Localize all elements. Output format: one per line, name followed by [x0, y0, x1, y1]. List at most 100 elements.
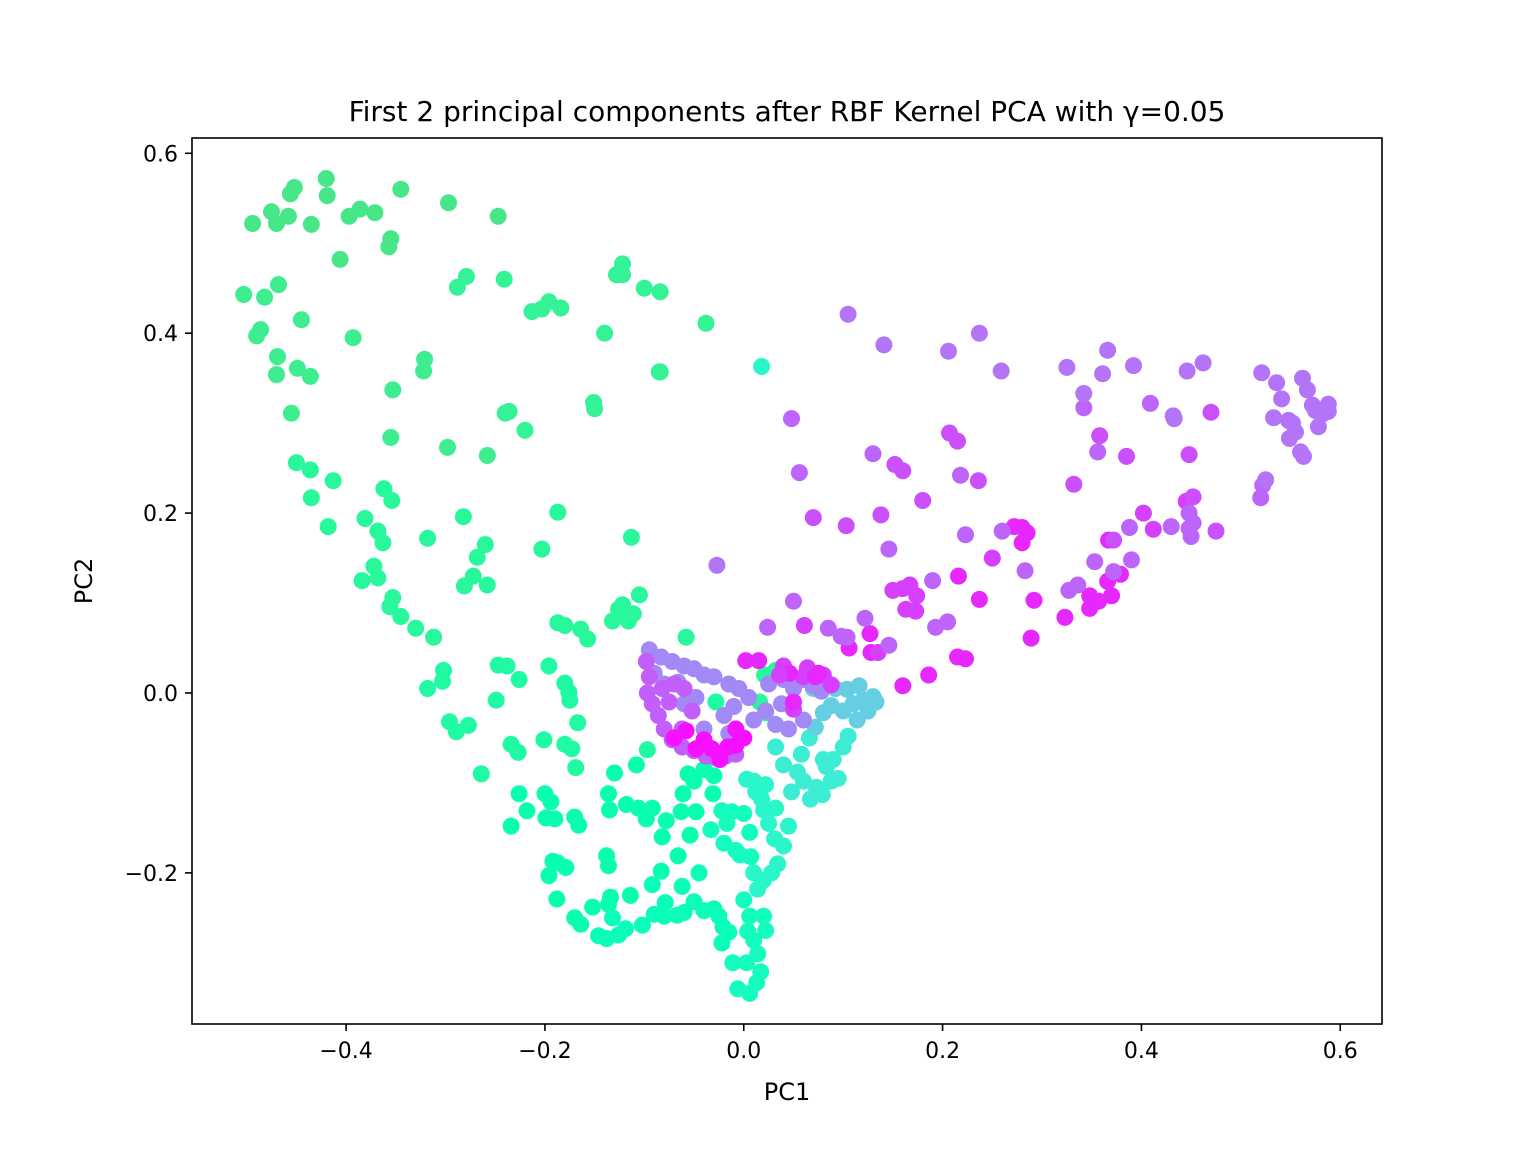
scatter-point-223 [747, 783, 765, 801]
scatter-point-351 [1013, 534, 1031, 552]
scatter-point-336 [950, 567, 967, 585]
scatter-point-197 [735, 891, 753, 909]
scatter-point-82 [549, 503, 567, 521]
scatter-point-28 [282, 404, 300, 422]
scatter-point-370 [894, 462, 912, 480]
scatter-point-229 [783, 783, 800, 801]
scatter-point-117 [638, 741, 656, 759]
scatter-point-63 [356, 510, 374, 527]
scatter-point-425 [1099, 341, 1117, 359]
scatter-point-75 [454, 508, 472, 526]
scatter-point-143 [600, 895, 617, 913]
scatter-point-432 [1253, 364, 1271, 382]
scatter-point-363 [1134, 504, 1152, 522]
scatter-point-373 [949, 432, 966, 450]
scatter-point-19 [256, 288, 274, 306]
scatter-point-33 [382, 429, 400, 446]
scatter-point-207 [729, 980, 747, 998]
scatter-point-225 [780, 817, 797, 835]
scatter-point-242 [839, 727, 857, 745]
scatter-point-451 [753, 358, 771, 375]
scatter-point-164 [681, 826, 699, 844]
scatter-point-25 [268, 366, 285, 384]
scatter-point-397 [952, 466, 969, 484]
scatter-point-26 [288, 359, 306, 377]
scatter-point-35 [478, 447, 496, 464]
scatter-point-323 [737, 652, 755, 670]
scatter-point-148 [606, 764, 623, 782]
scatter-point-43 [596, 324, 614, 342]
scatter-point-73 [425, 628, 443, 646]
scatter-point-290 [640, 668, 658, 686]
scatter-point-189 [702, 821, 720, 839]
scatter-point-274 [725, 698, 743, 715]
scatter-point-429 [1165, 410, 1183, 428]
scatter-point-15 [331, 250, 349, 268]
scatter-point-161 [704, 785, 722, 803]
scatter-point-196 [718, 814, 736, 832]
scatter-point-395 [880, 540, 898, 558]
scatter-point-22 [252, 321, 270, 339]
scatter-point-195 [742, 848, 760, 866]
y-tick-label-0: −0.2 [125, 862, 178, 887]
scatter-point-149 [627, 756, 645, 774]
scatter-point-138 [548, 890, 566, 908]
scatter-point-129 [546, 810, 564, 828]
scatter-point-76 [476, 536, 494, 554]
scatter-point-353 [822, 676, 840, 694]
scatter-point-56 [287, 454, 305, 472]
scatter-point-380 [1184, 488, 1202, 506]
scatter-point-11 [366, 204, 384, 222]
scatter-point-198 [741, 907, 759, 925]
scatter-point-90 [622, 528, 640, 546]
scatter-point-393 [939, 613, 957, 631]
scatter-point-111 [563, 740, 581, 758]
scatter-point-29 [344, 329, 362, 347]
scatter-point-166 [604, 909, 621, 927]
y-tick-label-2: 0.2 [143, 502, 178, 527]
scatter-point-6 [317, 170, 335, 187]
scatter-point-410 [1162, 518, 1180, 536]
scatter-point-376 [1105, 531, 1123, 549]
scatter-point-113 [472, 765, 490, 783]
scatter-point-110 [569, 714, 587, 732]
scatter-point-216 [766, 830, 784, 848]
scatter-point-67 [369, 569, 387, 587]
scatter-point-96 [498, 657, 516, 675]
scatter-point-407 [1075, 399, 1093, 417]
scatter-point-409 [1141, 394, 1159, 412]
scatter-point-324 [750, 652, 768, 670]
scatter-point-240 [792, 745, 810, 763]
scatter-point-101 [459, 716, 477, 734]
scatter-point-55 [586, 400, 604, 418]
y-tick-label-4: 0.6 [143, 142, 178, 167]
scatter-point-381 [1202, 403, 1220, 421]
scatter-point-23 [292, 311, 310, 329]
scatter-point-192 [735, 805, 753, 822]
scatter-point-303 [660, 693, 678, 711]
scatter-point-10 [351, 200, 369, 218]
scatter-point-366 [804, 509, 822, 527]
scatter-point-427 [1125, 357, 1142, 375]
scatter-point-282 [745, 711, 763, 729]
scatter-point-16 [440, 194, 457, 212]
scatter-point-385 [785, 592, 802, 610]
axis-ticks: −0.4 −0.2 0.0 0.2 0.4 0.6 −0.2 0.0 0.2 0.4 0.6 [125, 142, 1358, 1064]
scatter-point-57 [301, 461, 319, 479]
x-tick-label-3: 0.2 [925, 1039, 960, 1064]
scatter-point-430 [1178, 362, 1196, 380]
scatter-point-435 [1273, 390, 1291, 408]
scatter-point-390 [856, 609, 874, 627]
data-points [235, 170, 1337, 1002]
scatter-point-417 [708, 556, 726, 574]
scatter-point-168 [633, 916, 651, 934]
scatter-point-20 [270, 276, 287, 294]
scatter-point-81 [533, 540, 551, 558]
scatter-point-415 [1252, 489, 1270, 507]
scatter-point-214 [769, 855, 787, 873]
scatter-point-421 [970, 324, 988, 342]
scatter-point-386 [759, 618, 777, 636]
scatter-point-123 [510, 785, 528, 803]
scatter-point-377 [1118, 447, 1135, 465]
